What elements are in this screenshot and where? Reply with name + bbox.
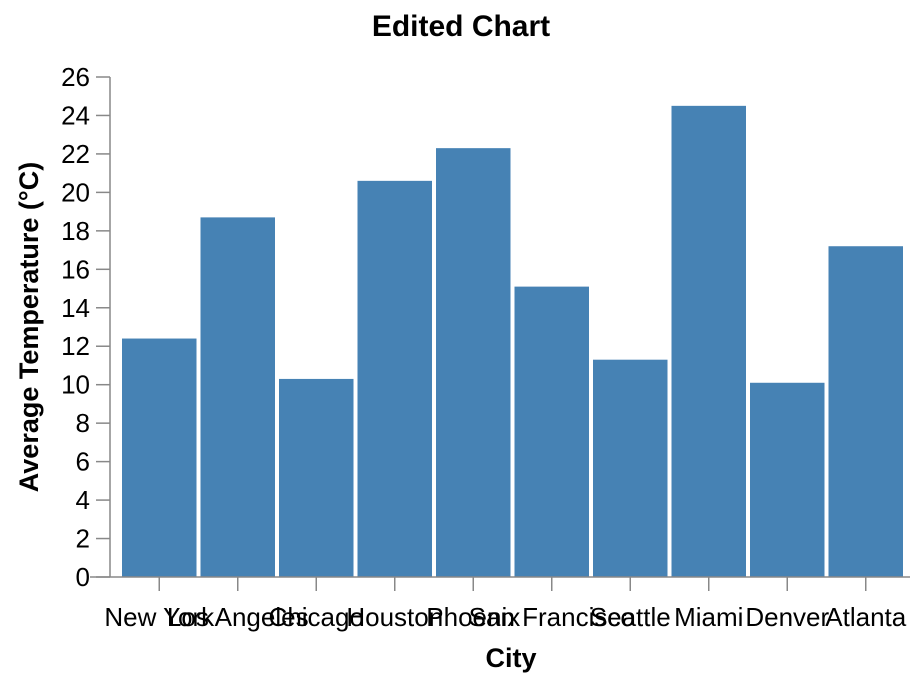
y-axis-title: Average Temperature (°C) — [14, 162, 44, 492]
bar[interactable] — [200, 217, 276, 577]
y-tick-label: 22 — [61, 139, 90, 169]
y-tick-label: 24 — [61, 100, 90, 130]
bar[interactable] — [750, 382, 825, 577]
x-tick-label: Los Angeles — [167, 602, 309, 632]
x-tick-label: Miami — [674, 602, 743, 632]
bar[interactable] — [357, 180, 433, 577]
x-tick-label: Chicago — [269, 602, 364, 632]
y-tick-label: 10 — [61, 370, 90, 400]
y-tick-label: 0 — [76, 562, 90, 592]
y-tick-label: 16 — [61, 254, 90, 284]
bar[interactable] — [514, 286, 590, 577]
x-axis-title: City — [485, 643, 536, 673]
y-tick-label: 2 — [76, 524, 90, 554]
y-tick-label: 14 — [61, 293, 90, 323]
bar[interactable] — [828, 246, 904, 577]
bar[interactable] — [279, 378, 354, 577]
y-tick-label: 6 — [76, 447, 90, 477]
bars-group — [122, 105, 904, 577]
x-tick-label: Houston — [346, 602, 443, 632]
bar[interactable] — [593, 359, 668, 577]
y-tick-label: 20 — [61, 177, 90, 207]
x-tick-label: Seattle — [590, 602, 671, 632]
x-tick-label: Denver — [745, 602, 829, 632]
y-tick-label: 8 — [76, 408, 90, 438]
y-tick-label: 18 — [61, 216, 90, 246]
bar[interactable] — [671, 105, 747, 577]
x-tick-label: Atlanta — [825, 602, 906, 632]
x-tick-label: San Francisco — [469, 602, 635, 632]
x-tick-label: Phoenix — [426, 602, 520, 632]
x-tick-label: New York — [104, 602, 215, 632]
y-tick-label: 26 — [61, 62, 90, 92]
y-tick-label: 12 — [61, 331, 90, 361]
y-tick-label: 4 — [76, 485, 90, 515]
bar[interactable] — [122, 338, 197, 577]
bar[interactable] — [436, 148, 511, 577]
chart-title: Edited Chart — [372, 10, 550, 43]
